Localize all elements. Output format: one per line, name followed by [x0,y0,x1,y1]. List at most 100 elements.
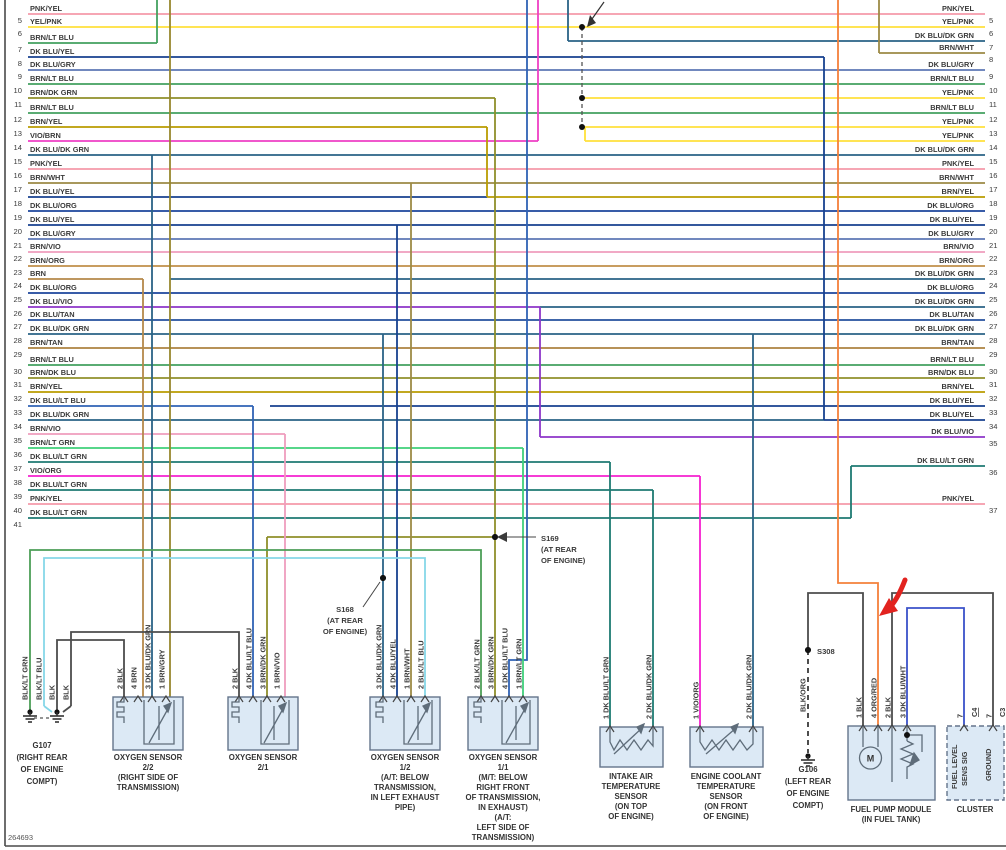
s169-label-line-1: (AT REAR [541,545,577,554]
wire-number-right-18: 18 [989,199,997,208]
wire-number-left-8: 8 [18,59,22,68]
fpm-resistor-icon [899,740,915,779]
wire-number-right-10: 10 [989,86,997,95]
oxygen-sensor-2-2-pin-label-0: 2 BLK [116,667,125,689]
wire-blk-tail [62,705,72,713]
cluster-pin-chevron-0 [959,723,969,732]
oxygen-sensor-1-1-caption-line-1: 1/1 [498,763,510,772]
oxygen-sensor-1-1-pin-label-1: 3 BRN/DK GRN [487,636,496,689]
engine-coolant-temperature-sensor-pin-label-1: 2 DK BLU/DK GRN [745,655,754,719]
o2-22-arrowhead-icon [163,701,173,714]
wire-label-left-21: DK BLU/GRY [30,229,76,238]
wire-number-left-25: 25 [14,295,22,304]
g106-caption-line-3: COMPT) [793,801,824,810]
wire-label-right-13: YEL/PNK [942,117,975,126]
wire-number-left-26: 26 [14,309,22,318]
wire-number-right-14: 14 [989,143,997,152]
o2-21-arrowhead-icon [278,701,288,714]
fuel-pump-module-pin-label-2: 2 BLK [884,696,893,718]
wire-label-right-18: BRN/YEL [942,187,975,196]
cluster-pin-chevron-1 [988,723,998,732]
wire-label-left-17: BRN/WHT [30,173,65,182]
junction-dot-6 [904,732,910,738]
wire-number-right-8: 8 [989,55,993,64]
wire-label-right-15: DK BLU/DK GRN [915,145,974,154]
wire-label-right-32: BRN/YEL [942,382,975,391]
wire-number-right-31: 31 [989,380,997,389]
wire-number-left-12: 12 [14,115,22,124]
o2-22-heater-icon [116,697,125,723]
wire-number-right-13: 13 [989,129,997,138]
wire-label-right-25: DK BLU/ORG [927,283,974,292]
o2-11-var-arrow [505,706,527,744]
wire-number-left-23: 23 [14,268,22,277]
wire-label-left-29: BRN/TAN [30,338,63,347]
wire-number-left-40: 40 [14,506,22,515]
wire-number-left-24: 24 [14,281,22,290]
wire-label-left-31: BRN/DK BLU [30,368,76,377]
wire-number-left-33: 33 [14,408,22,417]
wire-number-right-35: 35 [989,439,997,448]
wire-label-right-28: DK BLU/DK GRN [915,324,974,333]
wire-label-right-19: DK BLU/ORG [927,201,974,210]
wire-number-left-20: 20 [14,227,22,236]
oxygen-sensor-2-2-pin-label-3: 1 BRN/GRY [158,649,167,689]
oxygen-sensor-2-2-pin-label-2: 3 DK BLU/DK GRN [144,625,153,689]
fuel-pump-module-pin-chevron-1 [873,723,883,732]
wire-label-right-24: DK BLU/DK GRN [915,269,974,278]
oxygen-sensor-2-2-pin-chevron-0 [119,694,129,703]
fuel-pump-module-pin-chevron-0 [858,723,868,732]
fuel-pump-module-pin-chevron-2 [887,723,897,732]
fuel-pump-module-caption-line-1: (IN FUEL TANK) [862,815,921,824]
annotations-layer: BLK/LT GRN BLK/LT BLU BLK BLK BLK/ORG FUEL LE… [16,24,1006,810]
engine-coolant-temperature-sensor-caption-line-2: SENSOR [710,792,743,801]
wire-number-right-6: 6 [989,29,993,38]
oxygen-sensor-1-2-pin-label-1: 4 DK BLU/YEL [389,639,398,689]
wire-number-left-15: 15 [14,157,22,166]
intake-air-temperature-sensor-pin-chevron-0 [605,724,615,733]
vertical-label-blk: BLK [62,684,71,700]
cluster-pin-label-0: 7 [956,714,965,718]
wire-label-right-11: YEL/PNK [942,88,975,97]
wire-label-right-21: DK BLU/GRY [928,229,974,238]
vertical-label-sens-sig: SENS SIG [960,751,969,786]
wire-label-left-15: DK BLU/DK GRN [30,145,89,154]
junction-dot-5 [805,647,811,653]
oxygen-sensor-1-1-pin-label-3: 1 BRN/LT GRN [515,638,524,689]
oxygen-sensor-2-1-caption-line-1: 2/1 [258,763,270,772]
wire-label-right-9: DK BLU/GRY [928,60,974,69]
wire-number-right-33: 33 [989,408,997,417]
junction-dot-3 [380,575,386,581]
oxygen-sensor-2-1-pin-chevron-0 [234,694,244,703]
wire-label-right-5: PNK/YEL [942,4,975,13]
oxygen-sensor-2-2-caption-line-1: 2/2 [143,763,155,772]
s168-label-line-0: S168 [336,605,354,614]
ect-thermistor-icon [699,727,754,752]
wire-number-left-30: 30 [14,367,22,376]
o2-21-heater-icon [231,697,240,723]
wire-number-right-27: 27 [989,322,997,331]
wire-number-left-38: 38 [14,478,22,487]
wire-number-right-22: 22 [989,254,997,263]
wire-number-right-24: 24 [989,281,997,290]
g107-caption-line-0: G107 [32,741,51,750]
wire-label-right-33: DK BLU/YEL [930,396,975,405]
g106-caption-line-2: OF ENGINE [787,789,830,798]
oxygen-sensor-1-2-pin-chevron-2 [406,694,416,703]
wire-number-left-27: 27 [14,322,22,331]
o2-11-inner-frame [501,700,531,745]
cluster-caption-line-0: CLUSTER [957,805,994,814]
oxygen-sensor-1-1-caption-line-6: (A/T: [495,813,512,822]
components-layer: 2 BLK 4 BRN 3 DK BLU/DK GRN 1 BRN/GRY OXYGEN… [112,625,1005,842]
o2-21-inner-frame [260,700,290,745]
iat-thermistor-icon [609,727,654,752]
wire-number-left-29: 29 [14,350,22,359]
wire-label-right-23: BRN/ORG [939,256,974,265]
oxygen-sensor-1-1-caption-line-5: IN EXHAUST) [478,803,528,812]
vertical-label-ground: GROUND [984,749,993,781]
fpm-motor-label: M [867,754,875,764]
oxygen-sensor-1-1-caption-line-8: TRANSMISSION) [472,833,535,842]
ect-arrowhead-icon [730,722,740,735]
